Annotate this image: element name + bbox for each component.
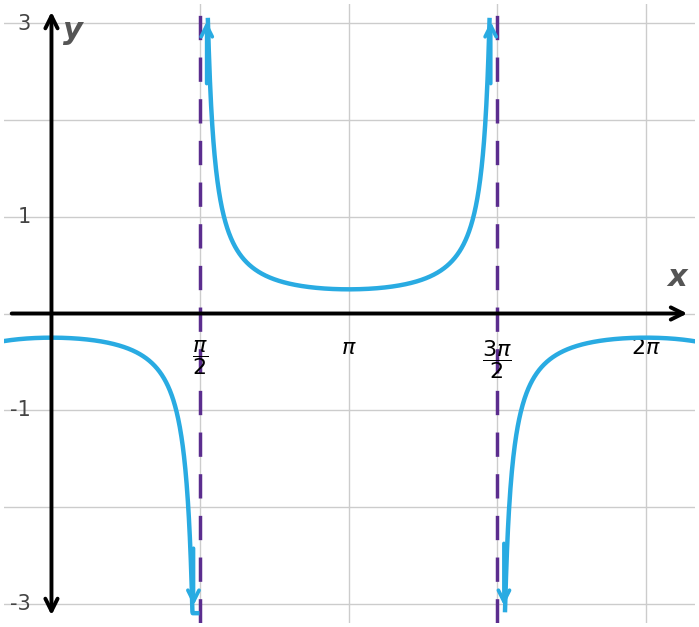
Text: y: y (63, 16, 82, 45)
Text: -3: -3 (10, 594, 31, 613)
Text: $\pi$: $\pi$ (341, 338, 356, 357)
Text: -1: -1 (10, 400, 31, 420)
Text: $\dfrac{\pi}{2}$: $\dfrac{\pi}{2}$ (192, 338, 208, 377)
Text: $2\pi$: $2\pi$ (631, 338, 661, 357)
Text: x: x (668, 263, 687, 292)
Text: 1: 1 (17, 207, 31, 227)
Text: $\dfrac{3\pi}{2}$: $\dfrac{3\pi}{2}$ (482, 338, 512, 381)
Text: 3: 3 (17, 14, 31, 33)
